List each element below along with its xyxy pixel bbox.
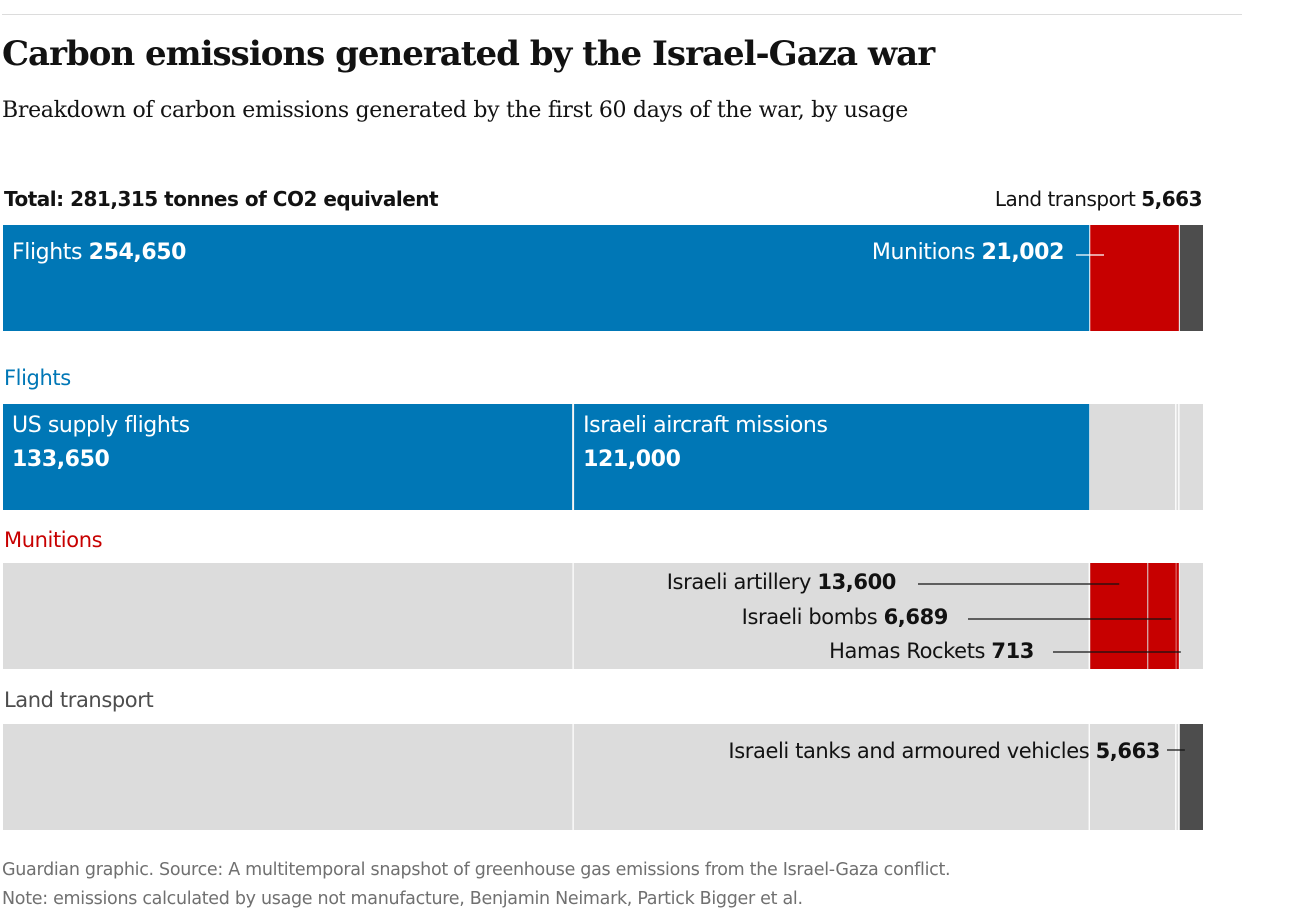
bar-israeli-aircraft-missions xyxy=(574,404,1090,510)
section-heading-flights: Flights xyxy=(4,366,71,390)
us-supply-flights-value: 133,650 xyxy=(12,447,109,472)
israeli-artillery-label-name: Israeli artillery xyxy=(667,570,818,594)
israeli-artillery-label: Israeli artillery 13,600 xyxy=(667,570,896,594)
land-transport-total-label: Land transport 5,663 xyxy=(994,187,1203,211)
land-transport-total-value: 5,663 xyxy=(1141,187,1202,211)
total-munitions-label-name: Munitions xyxy=(872,240,982,265)
israeli-bombs-label-name: Israeli bombs xyxy=(742,605,884,629)
israeli-tanks-label: Israeli tanks and armoured vehicles 5,66… xyxy=(728,739,1160,763)
footer-note: Note: emissions calculated by usage not … xyxy=(2,889,803,909)
hamas-rockets-label-value: 713 xyxy=(991,639,1034,663)
israeli-tanks-label-value: 5,663 xyxy=(1096,739,1160,763)
chart-subtitle: Breakdown of carbon emissions generated … xyxy=(2,98,908,123)
bar-hamas-rockets xyxy=(1176,563,1179,669)
total-bar-flights xyxy=(3,225,1090,331)
total-flights-label-name: Flights xyxy=(12,240,89,265)
bar-us-supply-flights xyxy=(3,404,573,510)
total-bar-land-transport xyxy=(1179,225,1203,331)
total-bar-munitions xyxy=(1090,225,1179,331)
bar-israeli-artillery xyxy=(1090,563,1148,669)
total-label: Total: 281,315 tonnes of CO2 equivalent xyxy=(4,187,439,211)
israeli-bombs-label-value: 6,689 xyxy=(884,605,948,629)
total-flights-label: Flights 254,650 xyxy=(12,240,186,265)
hamas-rockets-label-name: Hamas Rockets xyxy=(829,639,991,663)
chart-footer: Guardian graphic. Source: A multitempora… xyxy=(2,856,951,914)
top-rule xyxy=(2,14,1242,15)
land-row-background xyxy=(3,724,1203,830)
total-munitions-label-value: 21,002 xyxy=(982,240,1065,265)
bar-israeli-bombs xyxy=(1148,563,1176,669)
land-transport-total-name: Land transport xyxy=(994,187,1136,211)
hamas-rockets-label: Hamas Rockets 713 xyxy=(829,639,1034,663)
chart-title: Carbon emissions generated by the Israel… xyxy=(2,34,935,74)
total-flights-label-value: 254,650 xyxy=(89,240,186,265)
bar-israeli-tanks xyxy=(1179,724,1203,830)
israeli-aircraft-missions-value: 121,000 xyxy=(583,447,680,472)
us-supply-flights-name: US supply flights xyxy=(12,413,190,438)
israeli-artillery-label-value: 13,600 xyxy=(817,570,896,594)
section-heading-munitions: Munitions xyxy=(4,528,103,552)
section-heading-land-transport: Land transport xyxy=(4,688,154,712)
footer-source: Guardian graphic. Source: A multitempora… xyxy=(2,860,951,880)
israeli-bombs-label: Israeli bombs 6,689 xyxy=(742,605,948,629)
israeli-aircraft-missions-name: Israeli aircraft missions xyxy=(583,413,827,438)
total-munitions-label: Munitions 21,002 xyxy=(872,240,1064,265)
israeli-tanks-label-name: Israeli tanks and armoured vehicles xyxy=(728,739,1095,763)
munitions-row-background xyxy=(3,563,1203,669)
